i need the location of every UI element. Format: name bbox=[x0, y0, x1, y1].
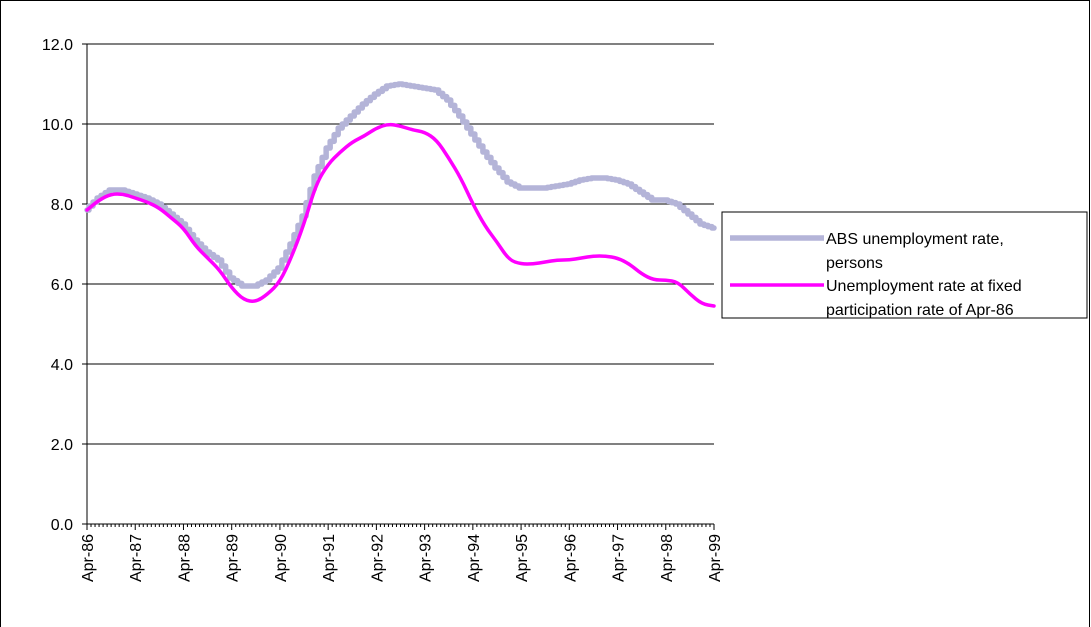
legend-box bbox=[721, 211, 1088, 319]
x-tick-label: Apr-95 bbox=[514, 534, 531, 582]
y-tick-label: 10.0 bbox=[42, 117, 73, 134]
legend: ABS unemployment rate, persons Unemploymen… bbox=[721, 211, 1088, 319]
x-tick-label: Apr-89 bbox=[225, 534, 242, 582]
x-tick-label: Apr-96 bbox=[562, 534, 579, 582]
y-tick-label: 8.0 bbox=[51, 197, 73, 214]
axes: 0.0 2.0 4.0 6.0 8.0 10.0 12.0 Apr-86 Apr-87 Apr-8… bbox=[42, 37, 724, 582]
x-tick-label: Apr-98 bbox=[659, 534, 676, 582]
x-tick-label: Apr-88 bbox=[176, 534, 193, 582]
x-tick-label: Apr-90 bbox=[273, 534, 290, 582]
x-tick-label: Apr-93 bbox=[418, 534, 435, 582]
x-tick-label: Apr-97 bbox=[611, 534, 628, 582]
y-tick-label: 6.0 bbox=[51, 277, 73, 294]
gridlines bbox=[87, 43, 714, 445]
y-tick-label: 0.0 bbox=[51, 517, 73, 534]
y-tick-label: 12.0 bbox=[42, 37, 73, 54]
series-lines bbox=[84, 81, 717, 308]
x-tick-label: Apr-92 bbox=[369, 534, 386, 582]
y-tick-label: 2.0 bbox=[51, 437, 73, 454]
x-tick-label: Apr-91 bbox=[321, 534, 338, 582]
x-tick-label: Apr-99 bbox=[707, 534, 724, 582]
x-tick-label: Apr-87 bbox=[128, 534, 145, 582]
legend-label: ABS unemployment rate, persons bbox=[826, 231, 1004, 272]
y-tick-label: 4.0 bbox=[51, 357, 73, 374]
series-line bbox=[85, 122, 716, 308]
series-line bbox=[84, 81, 717, 289]
legend-label: Unemployment rate at fixed participation … bbox=[826, 278, 1022, 319]
x-tick-label: Apr-86 bbox=[80, 534, 97, 582]
x-tick-label: Apr-94 bbox=[466, 534, 483, 582]
